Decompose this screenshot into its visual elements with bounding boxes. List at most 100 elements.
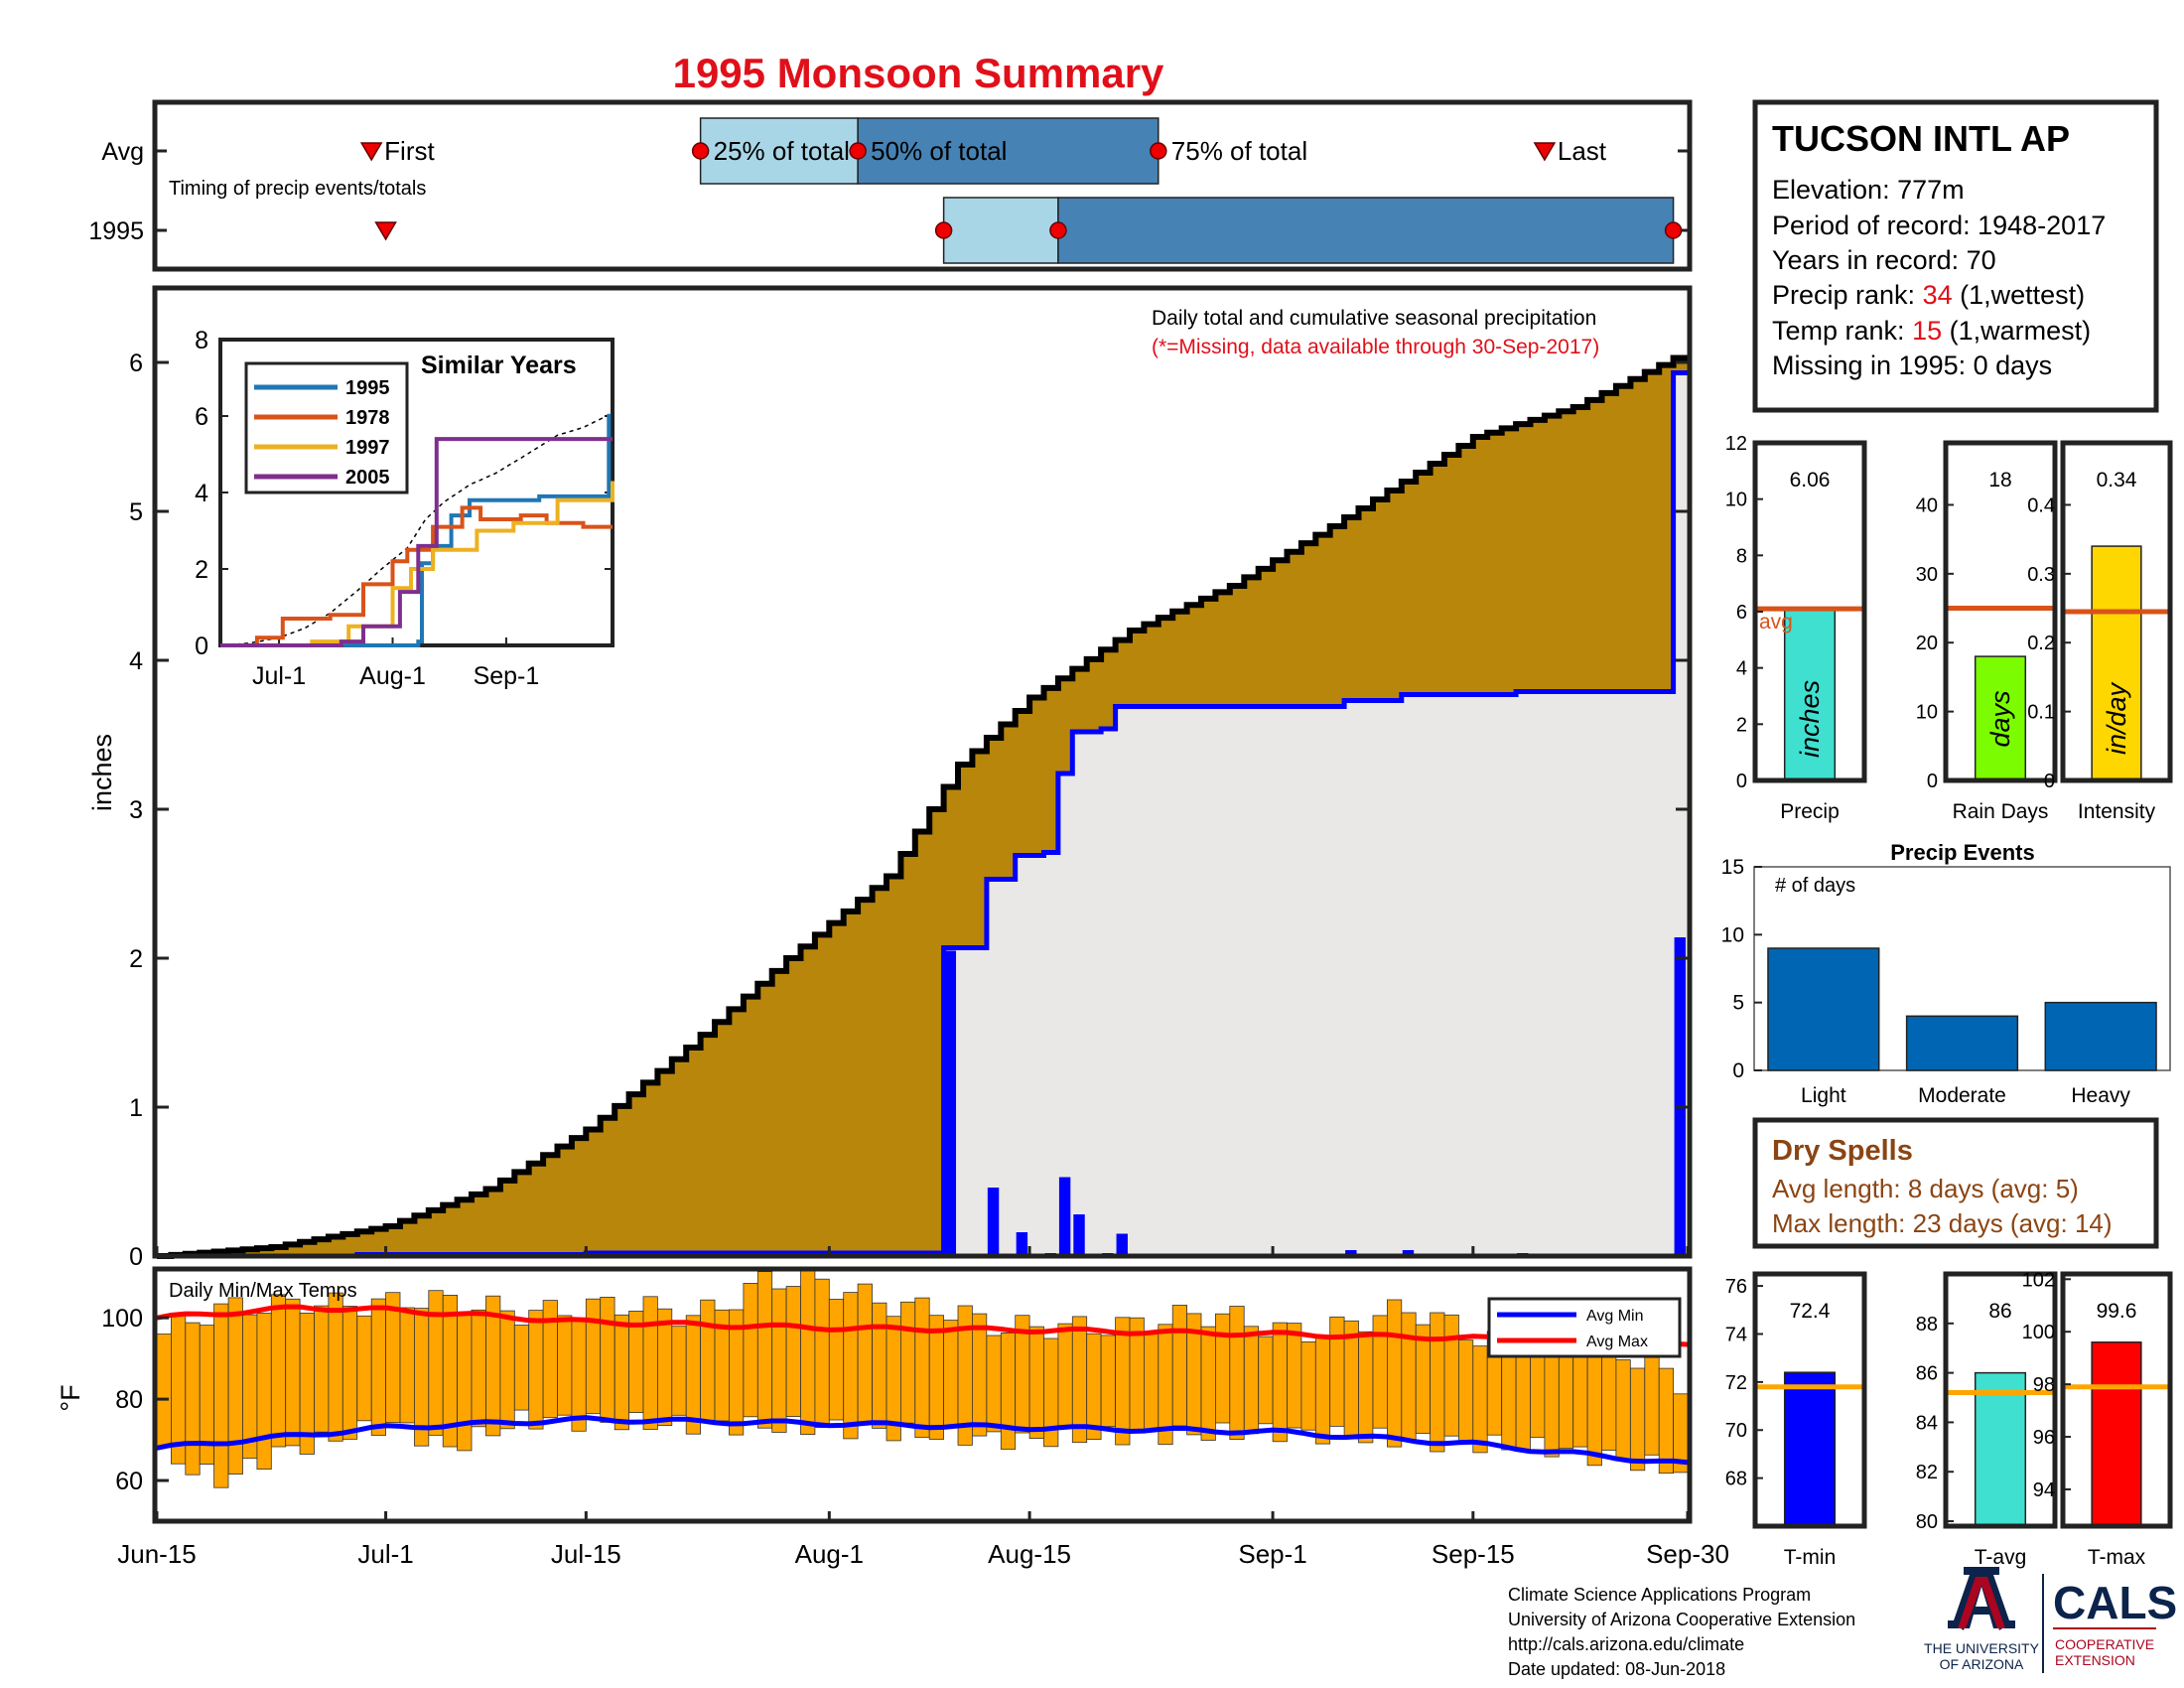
mini-panel-tick-label: 84 (1916, 1412, 1938, 1434)
daily-temp-bar (1443, 1314, 1459, 1437)
events-category-label: Heavy (2071, 1084, 2130, 1107)
daily-temp-bar (1615, 1359, 1631, 1461)
daily-temp-bar (1028, 1326, 1044, 1439)
temp-rank-suffix: (1,warmest) (1942, 316, 2091, 346)
mini-panel-tick-label: 102 (2022, 1269, 2055, 1291)
summary-bar-panels: 0 2 4 6 8 10 12 6.06 Precip inches avg 0 10 20 30 40 18 R… (1725, 433, 2173, 823)
daily-temp-bar (828, 1299, 845, 1421)
daily-temp-bar (1000, 1333, 1017, 1450)
temp-rank-value: 15 (1912, 316, 1942, 346)
x-tick-label: Jun-15 (117, 1539, 197, 1569)
daily-temp-bar (800, 1269, 816, 1435)
ua-logo-red-inner (1958, 1577, 2005, 1628)
daily-temp-bar (1630, 1367, 1646, 1472)
daily-temp-bar (499, 1310, 515, 1430)
mini-panel-tick-label: 86 (1916, 1363, 1938, 1385)
daily-temp-bar (528, 1310, 544, 1430)
timing-quantile-dot (934, 221, 953, 239)
x-tick-label: Jul-1 (357, 1539, 413, 1569)
mini-panel-value: 6.06 (1790, 469, 1831, 492)
mini-panel-tick-label: 94 (2033, 1479, 2055, 1501)
mini-panel-unit: inches (1795, 680, 1825, 758)
events-y-tick-label: 0 (1732, 1059, 1744, 1082)
mini-panel-tick-label: 8 (1736, 545, 1747, 567)
mini-panel-label: Rain Days (1953, 800, 2049, 823)
dry-spells-box: Dry Spells Avg length: 8 days (avg: 5) Max… (1752, 1117, 2159, 1249)
station-missing: Missing in 1995: 0 days (1772, 351, 2052, 380)
temp-panel-t-min: 68 70 72 74 76 72.4 T-min (1725, 1271, 1867, 1569)
figure-title: 1995 Monsoon Summary (673, 50, 1164, 96)
inset-title: Similar Years (421, 352, 577, 379)
daily-temp-bar (457, 1315, 473, 1452)
events-bar-moderate (1905, 1015, 2019, 1071)
mini-panel-label: T-min (1784, 1546, 1837, 1569)
x-tick-label: Sep-30 (1646, 1539, 1729, 1569)
daily-precip-bar (1016, 1232, 1028, 1256)
footer-line-4: Date updated: 08-Jun-2018 (1508, 1659, 1725, 1679)
temps-legend-label-min: Avg Min (1586, 1308, 1644, 1325)
timing-quantile-dot (1150, 142, 1167, 160)
daily-temp-bar (1057, 1323, 1073, 1429)
avg-max-temp-line (156, 1304, 1689, 1349)
daily-temp-bar (1472, 1345, 1488, 1454)
ua-logo-text-2: OF ARIZONA (1940, 1656, 2024, 1672)
mini-panel-tick-label: 0 (1736, 771, 1747, 792)
mini-panel-bar-intensity (2091, 545, 2142, 781)
daily-temp-bar (227, 1297, 243, 1476)
mini-panel-bar-t-avg (1974, 1371, 2027, 1527)
daily-temp-bar (328, 1292, 343, 1442)
station-name: TUCSON INTL AP (1772, 118, 2070, 159)
daily-temp-bar (1572, 1353, 1588, 1448)
daily-temp-bar (900, 1301, 916, 1424)
timing-quantile-dot (1049, 221, 1067, 239)
daily-temp-bar (943, 1320, 959, 1427)
mini-panel-tick-label: 72 (1725, 1372, 1747, 1394)
mini-panel-tick-label: 12 (1725, 433, 1747, 455)
mini-panel-avg-tag: avg (1759, 611, 1793, 633)
inset-x-tick-label: Sep-1 (474, 662, 540, 690)
mini-panel-tick-label: 70 (1725, 1420, 1747, 1442)
mini-panel-tick-label: 6 (1736, 602, 1747, 624)
x-tick-label: Aug-15 (988, 1539, 1071, 1569)
main-chart-title: Daily total and cumulative seasonal prec… (1152, 307, 1596, 330)
mini-panel-tick-label: 30 (1916, 564, 1938, 586)
mini-panel-tick-label: 76 (1725, 1276, 1747, 1298)
events-y-tick-label: 10 (1721, 923, 1744, 946)
observed-cumulative-fill (157, 372, 1688, 1256)
daily-temp-bar (1515, 1355, 1531, 1452)
inset-x-tick-label: Aug-1 (359, 662, 426, 690)
daily-temp-bar (857, 1283, 873, 1425)
daily-temp-bar (1458, 1339, 1474, 1442)
temp-summary-panels: 68 70 72 74 76 72.4 T-min 80 82 84 86 88 86 T-avg 94 96… (1725, 1269, 2173, 1569)
mini-panel-frame (2060, 1271, 2173, 1529)
inset-y-tick-label: 6 (195, 403, 208, 431)
dry-spells-avg-length: Avg length: 8 days (avg: 5) (1772, 1174, 2079, 1203)
inset-y-tick-label: 4 (195, 480, 208, 507)
mini-panel-tick-label: 0.3 (2027, 564, 2055, 586)
daily-temp-bar (270, 1294, 287, 1448)
daily-temp-bar (256, 1313, 272, 1471)
inset-series-line-2005 (220, 437, 613, 647)
timing-panel: Avg First 25% of total 50% of total 75% of t… (88, 99, 1693, 272)
temp-panel-t-max: 94 96 98 100 102 99.6 T-max (2022, 1269, 2173, 1569)
station-frame (1752, 99, 2159, 413)
temps-legend-box (1487, 1297, 1682, 1358)
main-frame (152, 285, 1693, 1259)
daily-temp-bar (1644, 1356, 1660, 1456)
station-years: Years in record: 70 (1772, 245, 1996, 275)
timing-box-25-50 (699, 117, 859, 185)
daily-temps-chart: 60 80 100 °F Daily Min/Max Temps Avg Min Avg M… (56, 1246, 1729, 1569)
daily-temp-bar (642, 1296, 658, 1430)
precip-rank-suffix: (1,wettest) (1953, 280, 2086, 310)
daily-temp-bar (1300, 1341, 1316, 1431)
daily-temp-bar (614, 1314, 630, 1431)
events-bar-light (1767, 947, 1880, 1071)
timing-p50-label: 50% of total (871, 136, 1007, 166)
mini-panel-tick-label: 2 (1736, 714, 1747, 736)
x-tick-label: Sep-1 (1238, 1539, 1306, 1569)
daily-temp-bar (1100, 1335, 1116, 1428)
similar-years-inset: 0 2 4 6 8 Jul-1 Aug-1 Sep-1 Similar Years 1995 197… (195, 327, 614, 690)
mini-panel-frame (2060, 440, 2173, 783)
daily-temp-bar (743, 1283, 758, 1418)
